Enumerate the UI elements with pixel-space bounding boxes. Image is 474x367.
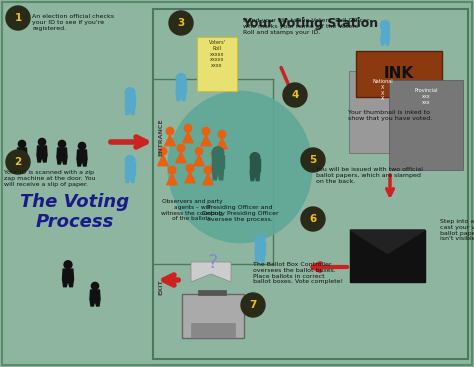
FancyBboxPatch shape bbox=[389, 80, 463, 170]
Polygon shape bbox=[63, 279, 73, 287]
FancyBboxPatch shape bbox=[381, 26, 390, 37]
Text: 3: 3 bbox=[177, 18, 185, 28]
Circle shape bbox=[241, 293, 265, 317]
FancyBboxPatch shape bbox=[349, 71, 416, 153]
Text: ?: ? bbox=[208, 252, 218, 272]
FancyBboxPatch shape bbox=[250, 159, 260, 171]
Circle shape bbox=[212, 147, 224, 158]
Polygon shape bbox=[165, 135, 175, 146]
Circle shape bbox=[301, 207, 325, 231]
FancyBboxPatch shape bbox=[198, 290, 226, 295]
Polygon shape bbox=[17, 148, 27, 157]
Polygon shape bbox=[158, 155, 168, 166]
Circle shape bbox=[250, 153, 260, 162]
Circle shape bbox=[18, 141, 26, 148]
Circle shape bbox=[218, 130, 226, 138]
Circle shape bbox=[78, 142, 86, 150]
Polygon shape bbox=[176, 152, 186, 163]
Circle shape bbox=[166, 127, 174, 135]
Polygon shape bbox=[90, 290, 100, 299]
Polygon shape bbox=[176, 92, 186, 101]
Text: The Voting
Process: The Voting Process bbox=[20, 193, 129, 232]
Circle shape bbox=[184, 124, 192, 132]
Text: 1: 1 bbox=[14, 13, 22, 23]
Polygon shape bbox=[125, 106, 135, 115]
Circle shape bbox=[202, 127, 210, 135]
Circle shape bbox=[186, 164, 194, 172]
Polygon shape bbox=[350, 230, 425, 253]
Polygon shape bbox=[250, 171, 260, 181]
Text: National
X
X
X: National X X X bbox=[373, 79, 393, 101]
Text: Your thumbnail is inked to
show that you have voted.: Your thumbnail is inked to show that you… bbox=[348, 110, 432, 121]
Circle shape bbox=[283, 83, 307, 107]
Circle shape bbox=[204, 167, 212, 174]
Text: Step into a private booth to
cast your vote. Fold the
ballot paper so the vote
i: Step into a private booth to cast your v… bbox=[440, 219, 474, 241]
FancyBboxPatch shape bbox=[153, 9, 468, 359]
Polygon shape bbox=[212, 168, 224, 180]
Text: Hand your slip to the Voters' Roll Officer,
who marks your name off the Voters'
: Hand your slip to the Voters' Roll Offic… bbox=[243, 18, 372, 34]
FancyBboxPatch shape bbox=[197, 37, 237, 91]
Polygon shape bbox=[194, 155, 204, 166]
Circle shape bbox=[125, 156, 135, 166]
Text: Your Voting Station: Your Voting Station bbox=[242, 17, 379, 30]
Polygon shape bbox=[185, 172, 195, 183]
Text: You will be issued with two official
ballot papers, which are slamped
on the bac: You will be issued with two official bal… bbox=[316, 167, 423, 184]
Polygon shape bbox=[381, 37, 390, 45]
Circle shape bbox=[38, 138, 46, 146]
Polygon shape bbox=[57, 148, 67, 157]
Polygon shape bbox=[90, 299, 100, 306]
Circle shape bbox=[64, 261, 72, 269]
Circle shape bbox=[176, 74, 186, 83]
Text: Voters'
Roll
xxxxx
xxxxx
xxxx: Voters' Roll xxxxx xxxxx xxxx bbox=[209, 40, 226, 68]
Polygon shape bbox=[255, 254, 265, 262]
Polygon shape bbox=[203, 174, 213, 185]
Text: The Ballot Box Controller
oversees the ballot boxes.
Place ballots in correct
ba: The Ballot Box Controller oversees the b… bbox=[253, 262, 343, 284]
FancyBboxPatch shape bbox=[125, 94, 135, 106]
FancyBboxPatch shape bbox=[255, 242, 265, 254]
Polygon shape bbox=[57, 157, 67, 164]
Circle shape bbox=[159, 148, 167, 155]
Polygon shape bbox=[210, 158, 220, 169]
FancyBboxPatch shape bbox=[191, 323, 235, 337]
Text: ENTRANCE: ENTRANCE bbox=[158, 118, 164, 156]
Text: INK: INK bbox=[384, 66, 414, 81]
Circle shape bbox=[301, 148, 325, 172]
Text: An election official checks
your ID to see if you're
registered.: An election official checks your ID to s… bbox=[32, 14, 114, 30]
Polygon shape bbox=[77, 150, 87, 159]
FancyBboxPatch shape bbox=[356, 51, 442, 97]
Circle shape bbox=[168, 167, 176, 174]
Circle shape bbox=[91, 282, 99, 290]
Text: Your ID is scanned with a zip
zap machine at the door. You
will receive a slip o: Your ID is scanned with a zip zap machin… bbox=[4, 170, 96, 186]
Circle shape bbox=[177, 145, 185, 152]
Ellipse shape bbox=[168, 91, 312, 243]
Circle shape bbox=[125, 88, 135, 97]
FancyBboxPatch shape bbox=[182, 294, 244, 338]
Text: Provincial
xxx
xxx: Provincial xxx xxx bbox=[414, 88, 438, 105]
Text: 4: 4 bbox=[292, 90, 299, 100]
Circle shape bbox=[169, 11, 193, 35]
Polygon shape bbox=[350, 230, 425, 282]
Polygon shape bbox=[37, 155, 47, 162]
Polygon shape bbox=[201, 135, 211, 146]
Text: Observers and party
agents – will
witness the counting
of the ballots.: Observers and party agents – will witnes… bbox=[162, 199, 223, 221]
Polygon shape bbox=[63, 269, 73, 279]
Circle shape bbox=[255, 236, 265, 246]
Polygon shape bbox=[191, 262, 231, 282]
FancyBboxPatch shape bbox=[176, 80, 186, 92]
Circle shape bbox=[195, 148, 203, 155]
Text: 7: 7 bbox=[249, 300, 257, 310]
Text: Presiding Officer and
Deputy Presiding Officer
oversee the process.: Presiding Officer and Deputy Presiding O… bbox=[202, 205, 278, 222]
Circle shape bbox=[58, 141, 65, 148]
Polygon shape bbox=[217, 138, 227, 149]
Text: 5: 5 bbox=[310, 155, 317, 165]
Text: EXIT: EXIT bbox=[158, 279, 164, 295]
Text: 2: 2 bbox=[14, 157, 22, 167]
Circle shape bbox=[381, 21, 390, 29]
Polygon shape bbox=[167, 174, 177, 185]
Polygon shape bbox=[17, 157, 27, 164]
FancyBboxPatch shape bbox=[125, 162, 135, 174]
Circle shape bbox=[6, 6, 30, 30]
Circle shape bbox=[211, 150, 219, 158]
FancyBboxPatch shape bbox=[212, 155, 224, 168]
